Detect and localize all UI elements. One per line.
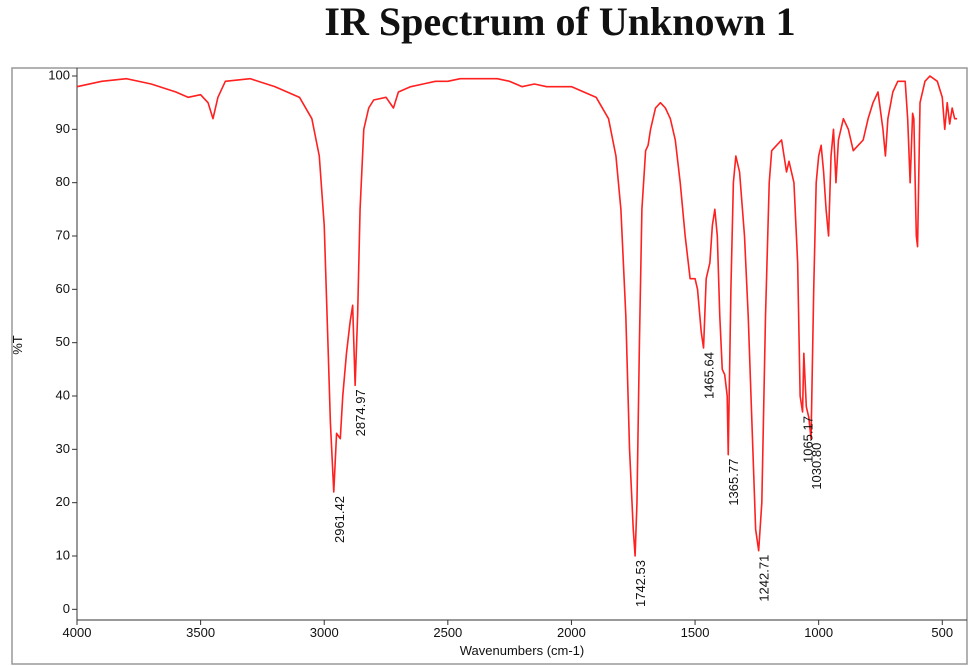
- x-tick-label: 1000: [804, 625, 833, 640]
- peak-label: 1742.53: [633, 560, 648, 607]
- y-axis-label: %T: [10, 335, 25, 355]
- y-tick-label: 70: [56, 227, 70, 242]
- x-tick-label: 3000: [310, 625, 339, 640]
- peak-label: 1030.80: [809, 443, 824, 490]
- x-tick-label: 2500: [433, 625, 462, 640]
- peak-label: 1465.64: [702, 352, 717, 399]
- y-tick-label: 50: [56, 334, 70, 349]
- chart-title: IR Spectrum of Unknown 1: [324, 0, 795, 44]
- peak-label: 2874.97: [353, 389, 368, 436]
- spectrum-line: [76, 75, 958, 557]
- x-tick-label: 3500: [186, 625, 215, 640]
- y-tick-label: 80: [56, 174, 70, 189]
- y-tick-label: 20: [56, 494, 70, 509]
- peak-label: 1065.17: [801, 416, 816, 463]
- peak-label: 1365.77: [726, 459, 741, 506]
- y-tick-label: 60: [56, 281, 70, 296]
- y-tick-label: 10: [56, 547, 70, 562]
- x-tick-label: 1500: [681, 625, 710, 640]
- x-tick-label: 500: [931, 625, 953, 640]
- y-tick-label: 100: [48, 67, 70, 82]
- y-tick-label: 30: [56, 441, 70, 456]
- y-tick-label: 40: [56, 387, 70, 402]
- peak-label: 1242.71: [757, 555, 772, 602]
- y-tick-label: 90: [56, 121, 70, 136]
- peak-label: 2961.42: [332, 496, 347, 543]
- y-tick-label: 0: [63, 601, 70, 616]
- x-axis-label: Wavenumbers (cm-1): [460, 643, 584, 658]
- x-tick-label: 2000: [557, 625, 586, 640]
- x-tick-label: 4000: [63, 625, 92, 640]
- plot-frame: [11, 67, 968, 665]
